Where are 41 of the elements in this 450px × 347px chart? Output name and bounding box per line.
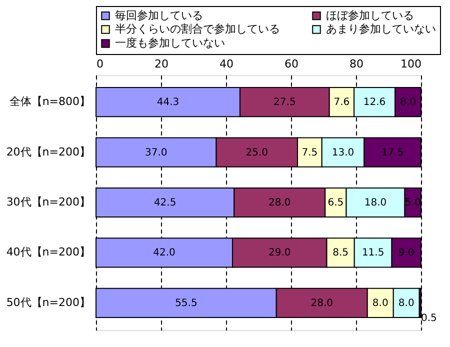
y-tick-label: 30代【n=200】: [6, 196, 90, 208]
legend-label: ほぼ参加している: [326, 8, 414, 22]
data-label: 28.0: [268, 198, 291, 208]
data-label: 11.5: [362, 248, 384, 259]
legend-label: あまり参加していない: [326, 22, 436, 36]
x-tick-label: 20: [154, 58, 168, 70]
x-tick-label: 60: [284, 58, 298, 70]
data-label: 42.5: [154, 198, 176, 208]
data-label: 27.5: [274, 97, 296, 108]
data-label: 44.3: [156, 97, 180, 108]
legend-label: 一度も参加していない: [115, 36, 225, 50]
data-label: 55.5: [175, 298, 198, 309]
data-label: 8.0: [398, 298, 414, 309]
data-label: 12.6: [363, 97, 386, 108]
data-label: 9.0: [398, 248, 414, 259]
x-tick-label: 100: [400, 58, 422, 70]
data-label: 42.0: [153, 248, 176, 259]
data-label: 18.0: [364, 198, 387, 208]
data-label: 28.0: [310, 298, 334, 309]
y-tick-label: 20代【n=200】: [6, 145, 90, 158]
data-label: 6.5: [328, 198, 344, 208]
legend-label: 毎回参加している: [115, 8, 203, 22]
data-label: 8.5: [332, 248, 349, 259]
data-label: 7.6: [334, 97, 350, 108]
y-tick-label: 40代【n=200】: [6, 246, 90, 259]
data-label: 13.0: [332, 147, 354, 158]
legend-label: 半分くらいの割合で参加している: [115, 22, 280, 36]
data-label: 5.0: [404, 198, 421, 208]
data-label: 25.0: [246, 147, 268, 158]
x-tick-label: 40: [220, 58, 234, 70]
data-label: 37.0: [144, 147, 168, 158]
data-label: 8.0: [400, 97, 416, 108]
data-label: 17.5: [381, 147, 404, 158]
x-tick-label: 0: [96, 58, 104, 70]
data-label: 29.0: [268, 248, 291, 259]
y-tick-label: 全体【n=800】: [9, 95, 90, 108]
data-label: 8.0: [372, 298, 388, 309]
data-label: 7.5: [302, 147, 318, 158]
data-label: 0.5: [421, 312, 437, 324]
x-tick-label: 80: [350, 58, 364, 70]
y-tick-label: 50代【n=200】: [6, 296, 90, 309]
